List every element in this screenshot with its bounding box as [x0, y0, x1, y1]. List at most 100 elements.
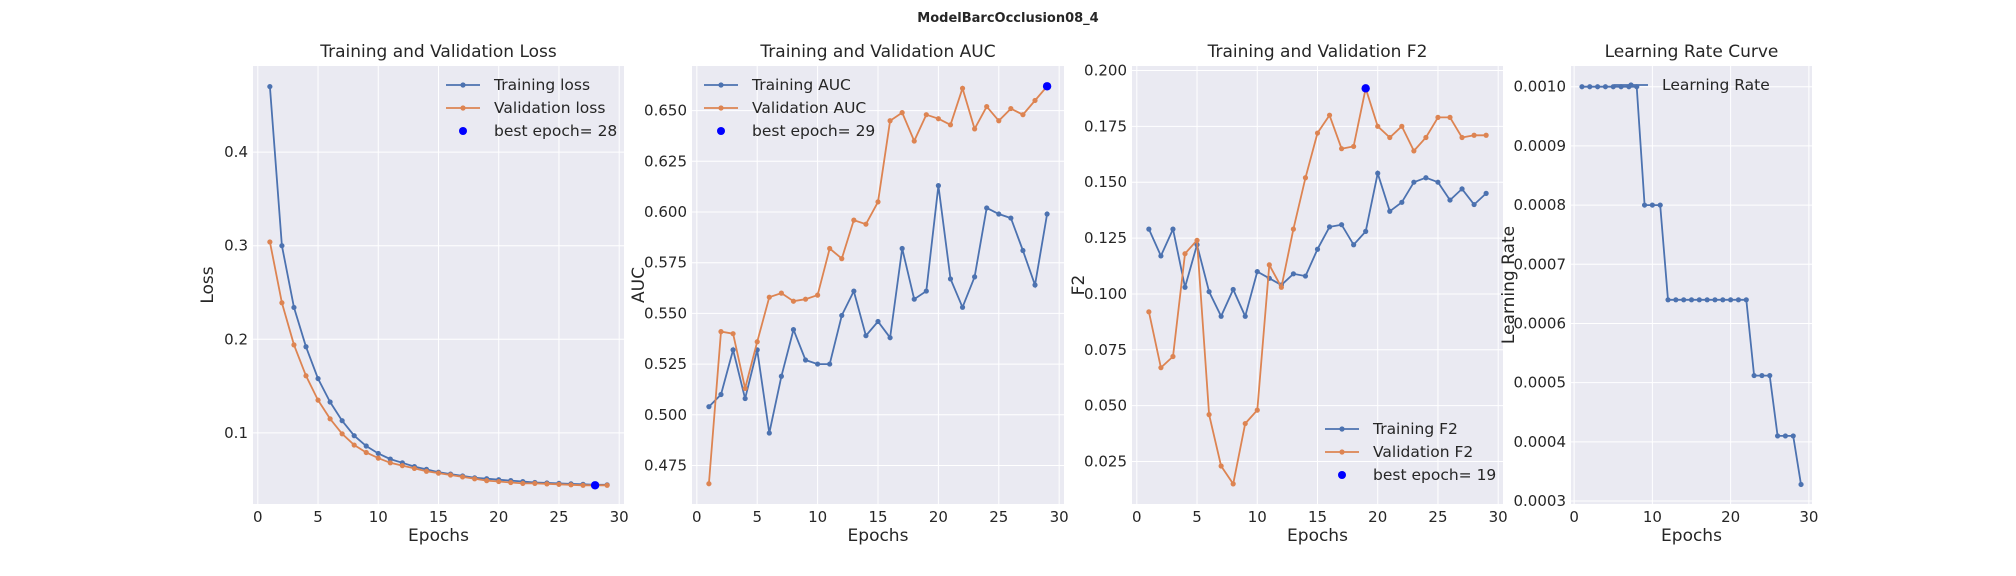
data-point — [863, 221, 869, 227]
data-point — [947, 122, 954, 128]
data-point — [484, 478, 490, 484]
data-point — [1387, 134, 1393, 141]
data-point — [351, 433, 357, 439]
data-point — [363, 449, 369, 456]
data-point — [1170, 353, 1176, 360]
data-point — [947, 276, 954, 282]
x-tick-label: 0 — [1132, 508, 1142, 526]
data-point — [1774, 433, 1781, 439]
data-point — [887, 118, 893, 124]
data-point — [1206, 412, 1212, 418]
legend: Training F2 Validation F2 best epoch= 19 — [1325, 420, 1496, 484]
data-point — [1363, 228, 1369, 234]
data-point — [1351, 242, 1357, 248]
x-tick-label: 0 — [692, 508, 702, 526]
data-point — [1302, 175, 1309, 181]
data-point — [1314, 130, 1321, 136]
legend-label: best epoch= 29 — [752, 122, 875, 140]
data-point — [1641, 202, 1648, 208]
data-point — [267, 83, 273, 90]
x-tick-label: 10 — [1643, 508, 1662, 526]
chart-panel-1: 0 5 10 15 20 25 30 0.1 0.2 0.3 0.4 Training and Val… — [198, 42, 629, 546]
data-point — [923, 288, 929, 294]
data-point — [532, 480, 538, 487]
data-point — [1032, 97, 1038, 104]
chart-title: Learning Rate Curve — [1605, 42, 1779, 62]
legend-marker — [1628, 82, 1634, 88]
data-point — [351, 442, 357, 448]
data-point — [1483, 190, 1489, 196]
x-tick-label: 30 — [1489, 508, 1508, 526]
data-point — [959, 304, 966, 310]
data-point — [1447, 197, 1453, 203]
data-point — [1595, 84, 1601, 90]
x-tick-label: 20 — [1368, 508, 1387, 526]
chart-panel-2: 0 5 10 15 20 25 30 0.475 0.500 0.525 0.550 0.575 0.6… — [629, 42, 1069, 546]
data-point — [1326, 224, 1333, 230]
x-axis-label: Epochs — [848, 526, 909, 546]
data-point — [1182, 251, 1188, 257]
legend-label: Learning Rate — [1662, 76, 1770, 94]
data-point — [327, 416, 333, 422]
data-point — [935, 183, 941, 189]
data-point — [363, 443, 369, 449]
data-point — [1146, 226, 1152, 232]
x-tick-label: 5 — [752, 508, 762, 526]
y-tick-label: 0.650 — [644, 102, 687, 120]
data-point — [1681, 297, 1687, 303]
data-point — [1423, 134, 1429, 141]
best-epoch-marker — [1361, 84, 1370, 93]
plot-area — [1571, 66, 1812, 504]
data-point — [423, 468, 430, 474]
data-point — [568, 482, 574, 488]
data-point — [802, 357, 809, 363]
data-point — [718, 329, 724, 335]
data-point — [387, 456, 393, 462]
data-point — [1194, 237, 1200, 243]
data-point — [1673, 297, 1679, 303]
data-point — [1602, 84, 1609, 90]
data-point — [1146, 309, 1152, 315]
x-tick-label: 0 — [253, 508, 263, 526]
y-tick-label: 0.4 — [224, 143, 248, 161]
data-point — [279, 300, 285, 306]
data-point — [315, 397, 321, 403]
data-point — [1020, 247, 1026, 254]
data-point — [742, 395, 748, 402]
data-point — [730, 347, 736, 353]
legend-label: Validation F2 — [1373, 443, 1473, 461]
data-point — [1665, 297, 1671, 303]
data-point — [984, 205, 990, 211]
data-point — [1326, 112, 1333, 118]
chart-title: Training and Validation F2 — [1207, 42, 1428, 62]
data-point — [839, 256, 845, 262]
legend: Learning Rate — [1614, 76, 1770, 94]
data-point — [1720, 297, 1726, 303]
y-tick-label: 0.150 — [1084, 173, 1127, 191]
data-point — [1751, 372, 1757, 379]
legend: Training AUC Validation AUC best epoch= 29 — [704, 76, 875, 140]
data-point — [1587, 84, 1593, 90]
x-tick-label: 0 — [1569, 508, 1579, 526]
y-tick-label: 0.050 — [1084, 397, 1127, 415]
data-point — [923, 112, 929, 118]
data-point — [790, 327, 797, 333]
data-point — [1483, 132, 1489, 138]
data-point — [604, 482, 610, 488]
data-point — [1302, 273, 1309, 279]
data-point — [815, 361, 821, 367]
y-tick-label: 0.525 — [644, 355, 687, 373]
x-axis-label: Epochs — [408, 526, 469, 546]
data-point — [1459, 186, 1465, 192]
data-point — [718, 391, 724, 398]
data-point — [544, 481, 550, 487]
legend-marker — [718, 105, 724, 111]
data-point — [899, 245, 905, 252]
data-point — [435, 470, 442, 476]
y-tick-label: 0.125 — [1084, 229, 1127, 247]
data-point — [911, 296, 917, 302]
data-point — [1579, 84, 1585, 90]
legend: Training loss Validation loss best epoch= … — [446, 76, 617, 140]
data-point — [1387, 208, 1393, 214]
y-tick-label: 0.0009 — [1514, 137, 1567, 155]
